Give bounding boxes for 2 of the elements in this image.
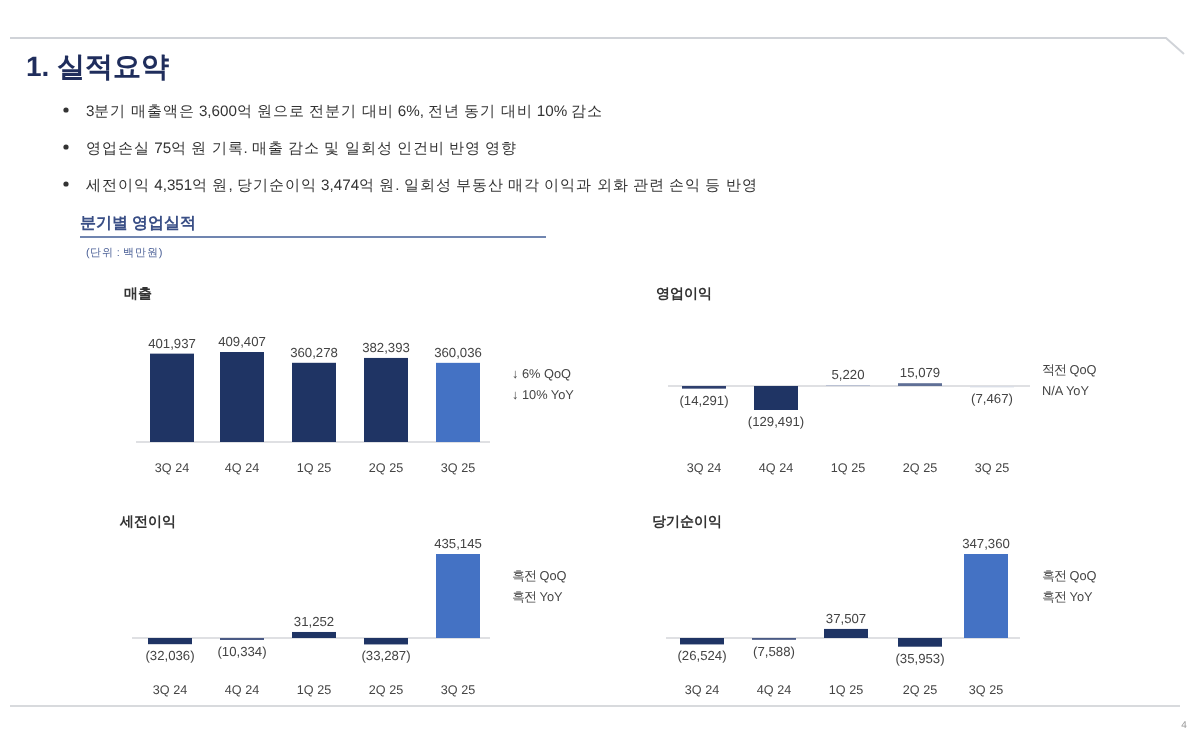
text: 1. 실적요약 [26,50,170,82]
text: 분기별 영업실적 [80,214,197,232]
